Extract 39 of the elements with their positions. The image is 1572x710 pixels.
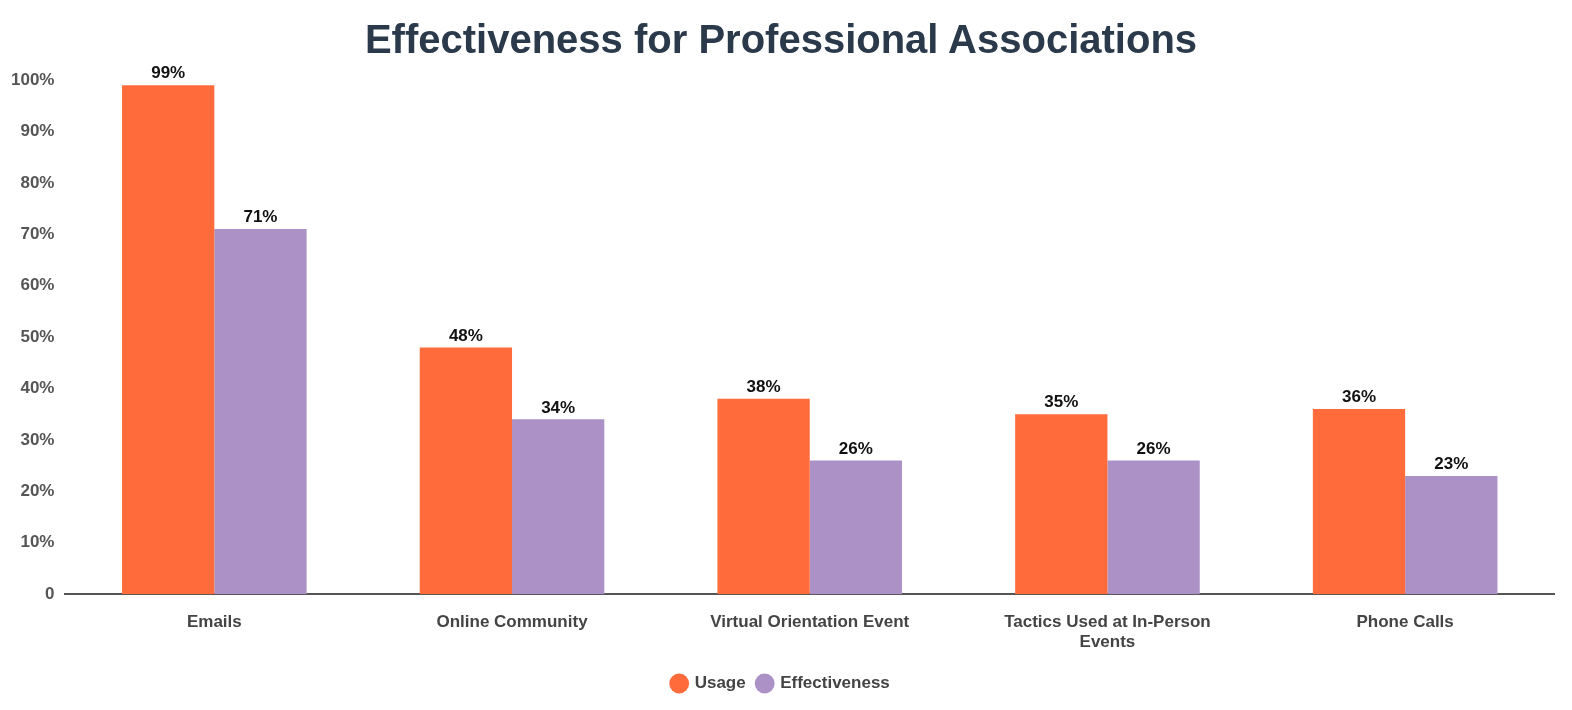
data-label: 26%	[838, 438, 873, 458]
y-tick-label: 40%	[20, 378, 55, 398]
bar	[717, 398, 810, 595]
y-tick-label: 60%	[20, 275, 55, 295]
bar	[512, 419, 605, 595]
data-label: 38%	[746, 376, 781, 396]
legend-label: Usage	[694, 673, 746, 693]
x-tick-label: Online Community	[436, 612, 589, 632]
bar	[1312, 409, 1406, 595]
chart-title: Effectiveness for Professional Associations	[364, 17, 1198, 62]
legend-label: Effectiveness	[780, 673, 890, 693]
y-tick-label: 20%	[20, 481, 55, 501]
y-tick-label: 50%	[20, 326, 55, 346]
bar	[419, 347, 513, 595]
data-label: 36%	[1341, 387, 1377, 407]
bar	[214, 229, 307, 595]
data-label: 99%	[151, 63, 186, 83]
x-tick-label: Phone Calls	[1356, 612, 1454, 632]
y-tick-label: 0	[45, 583, 55, 603]
x-tick-label: Emails	[186, 612, 242, 632]
y-tick-label: 90%	[20, 121, 55, 141]
y-tick-label: 30%	[20, 429, 55, 449]
data-label: 71%	[243, 207, 278, 227]
x-tick-label: Virtual Orientation Event	[710, 612, 910, 632]
y-tick-label: 70%	[20, 223, 55, 243]
bar	[122, 85, 215, 595]
bar	[1405, 475, 1498, 595]
data-label: 35%	[1044, 392, 1079, 412]
x-tick-label: Tactics Used at In-Person Events	[1004, 612, 1211, 652]
bar	[1107, 460, 1200, 595]
data-label: 34%	[541, 397, 576, 417]
bar	[1015, 414, 1108, 595]
bar	[809, 460, 903, 595]
y-tick-label: 80%	[20, 172, 55, 192]
y-tick-label: 10%	[20, 532, 55, 552]
data-label: 26%	[1136, 438, 1171, 458]
data-label: 23%	[1434, 454, 1469, 474]
y-tick-label: 100%	[11, 69, 55, 89]
data-label: 48%	[448, 325, 483, 345]
